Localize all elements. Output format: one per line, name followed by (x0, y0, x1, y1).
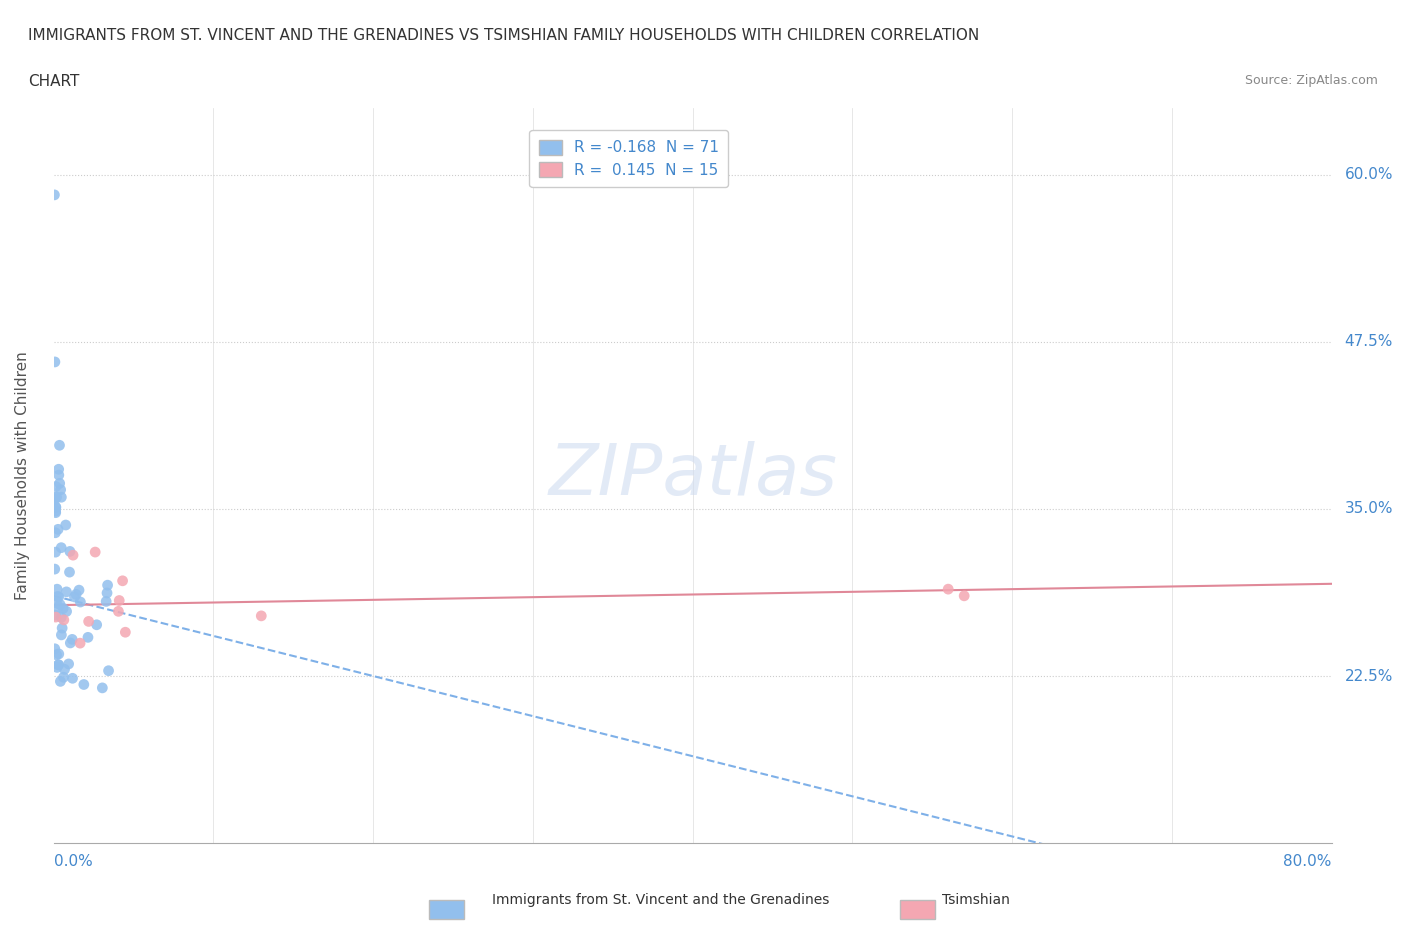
Point (59, 635, 82, 650)
Point (77, 614, 100, 629)
Point (46, 522, 69, 537)
Point (44, 354, 66, 369)
Point (91, 681, 114, 696)
Point (111, 574, 134, 589)
Point (45, 500, 67, 515)
Point (97, 663, 120, 678)
Text: IMMIGRANTS FROM ST. VINCENT AND THE GRENADINES VS TSIMSHIAN FAMILY HOUSEHOLDS WI: IMMIGRANTS FROM ST. VINCENT AND THE GREN… (28, 28, 980, 43)
Point (44, 489, 66, 504)
Text: 22.5%: 22.5% (1344, 669, 1393, 684)
Point (48, 462, 70, 477)
Point (49, 597, 72, 612)
Point (96, 594, 118, 609)
Point (58, 657, 80, 671)
Text: 80.0%: 80.0% (1284, 854, 1331, 869)
Point (96, 586, 118, 601)
Point (77, 630, 100, 644)
Point (48, 476, 70, 491)
Point (46, 589, 69, 604)
Point (59, 544, 82, 559)
Point (46, 601, 69, 616)
Point (55, 518, 77, 533)
Point (45, 595, 67, 610)
Point (69, 594, 91, 609)
Text: 60.0%: 60.0% (1344, 167, 1393, 182)
Point (44, 525, 66, 540)
Point (69, 636, 91, 651)
Point (86, 618, 108, 632)
Point (45, 490, 67, 505)
Text: 0.0%: 0.0% (53, 854, 93, 869)
Point (65, 587, 87, 602)
Text: Source: ZipAtlas.com: Source: ZipAtlas.com (1244, 74, 1378, 87)
Y-axis label: Family Households with Children: Family Households with Children (15, 352, 30, 600)
Point (60, 632, 83, 647)
Point (51, 628, 73, 643)
Point (48, 438, 70, 453)
Point (250, 608, 273, 623)
Point (45, 610, 67, 625)
Point (51, 610, 73, 625)
Point (46, 582, 69, 597)
Point (52, 613, 75, 628)
Point (53, 662, 76, 677)
Legend: R = -0.168  N = 71, R =  0.145  N = 15: R = -0.168 N = 71, R = 0.145 N = 15 (530, 130, 728, 187)
Point (97, 578, 120, 592)
Point (44, 492, 66, 507)
Point (46, 658, 69, 672)
Point (58, 565, 80, 579)
Point (44, 642, 66, 657)
Point (45, 647, 67, 662)
Text: 35.0%: 35.0% (1344, 501, 1393, 516)
Text: 47.5%: 47.5% (1344, 335, 1393, 350)
Point (52, 670, 75, 684)
Point (62, 548, 84, 563)
Point (936, 581, 959, 596)
Point (67, 583, 90, 598)
Point (48, 590, 70, 604)
Text: CHART: CHART (28, 74, 80, 89)
Point (55, 604, 77, 618)
Point (44, 562, 66, 577)
Point (63, 590, 86, 604)
Point (48, 646, 70, 661)
Point (44, 607, 66, 622)
Text: ZIPatlas: ZIPatlas (548, 441, 837, 510)
Point (45, 504, 67, 519)
Point (49, 674, 72, 689)
Point (48, 468, 70, 483)
Point (51, 490, 73, 505)
Point (114, 625, 136, 640)
Point (51, 540, 73, 555)
Point (108, 593, 131, 608)
Point (45, 479, 67, 494)
Point (73, 677, 96, 692)
Point (55, 584, 77, 599)
Point (62, 671, 84, 685)
Text: Tsimshian: Tsimshian (942, 893, 1010, 907)
Point (52, 601, 75, 616)
Point (107, 604, 129, 618)
Point (49, 483, 72, 498)
Point (44, 188, 66, 203)
Point (44, 545, 66, 560)
Text: Immigrants from St. Vincent and the Grenadines: Immigrants from St. Vincent and the Gren… (492, 893, 830, 907)
Point (48, 658, 70, 672)
Point (46, 660, 69, 675)
Point (953, 589, 976, 604)
Point (45, 505, 67, 520)
Point (45, 499, 67, 514)
Point (84, 545, 107, 560)
Point (51, 620, 73, 635)
